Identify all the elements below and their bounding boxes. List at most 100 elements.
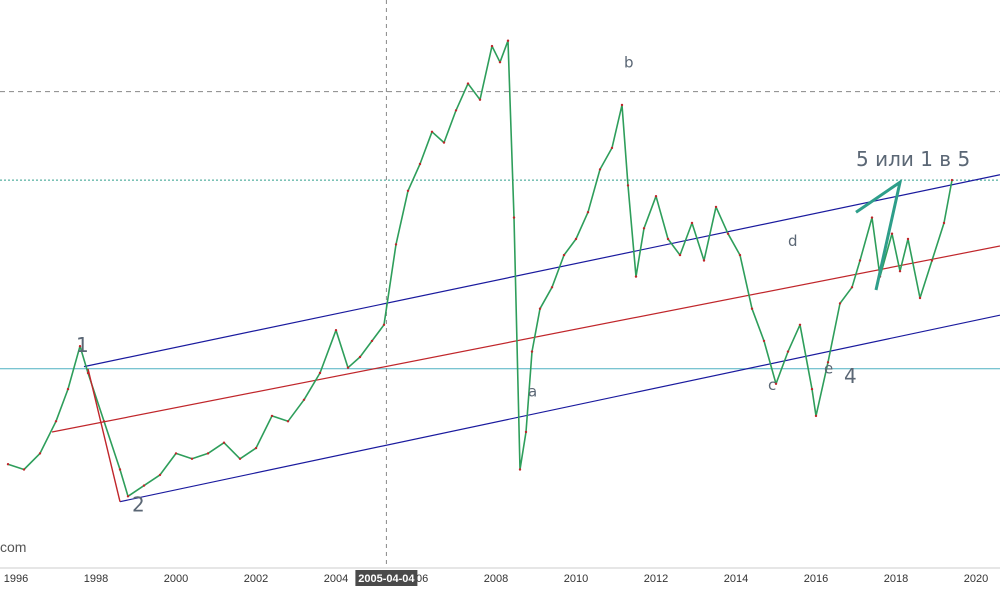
- wave-label-10: 5 или 1 в 5: [856, 147, 970, 171]
- price-point: [918, 296, 922, 300]
- price-point: [738, 253, 742, 257]
- wave-label-1: 1: [76, 333, 89, 357]
- price-point: [346, 366, 350, 369]
- x-tick-label: 2000: [164, 573, 188, 585]
- price-point: [562, 253, 566, 257]
- price-point: [286, 420, 290, 423]
- price-point: [530, 350, 534, 353]
- wave-label-7: d: [788, 232, 798, 250]
- price-point: [690, 221, 694, 225]
- x-tick-label: 2016: [804, 573, 828, 585]
- x-tick-label: 2002: [244, 573, 268, 585]
- price-point: [858, 259, 862, 262]
- price-point: [726, 232, 730, 235]
- price-point: [406, 189, 410, 192]
- price-point: [550, 286, 554, 289]
- price-point: [334, 329, 338, 332]
- price-point: [620, 103, 624, 107]
- price-point: [454, 109, 458, 112]
- price-point: [538, 307, 542, 310]
- price-point: [702, 259, 706, 262]
- price-point: [54, 420, 58, 423]
- price-point: [158, 473, 162, 477]
- price-point: [430, 130, 434, 133]
- price-point: [370, 339, 374, 343]
- horizontal-lines: [0, 91, 1000, 370]
- price-point: [222, 441, 226, 444]
- channel-line-3: [119, 314, 1000, 503]
- wave-label-4: a: [528, 383, 537, 401]
- x-tick-label: 2004: [324, 573, 348, 585]
- price-point: [798, 323, 802, 326]
- price-point: [826, 361, 830, 364]
- price-point: [930, 259, 934, 262]
- price-point: [814, 414, 818, 418]
- price-point: [870, 216, 874, 219]
- price-point: [654, 195, 658, 198]
- price-point: [642, 227, 646, 230]
- price-point: [626, 184, 630, 187]
- price-series: [6, 39, 954, 498]
- price-point: [906, 237, 910, 241]
- price-point: [950, 178, 954, 182]
- price-point: [382, 323, 386, 326]
- price-point: [810, 387, 814, 391]
- price-point: [302, 398, 306, 401]
- price-point: [38, 452, 42, 455]
- price-point: [610, 146, 614, 150]
- price-point: [574, 237, 578, 241]
- price-point: [490, 44, 494, 48]
- price-point: [586, 211, 590, 214]
- x-tick-label: 2012: [644, 573, 668, 585]
- watermark-text: com: [0, 539, 26, 555]
- price-point: [102, 420, 106, 423]
- price-point: [358, 355, 362, 359]
- price-point: [442, 141, 446, 144]
- price-point: [78, 345, 82, 348]
- price-point: [270, 414, 274, 418]
- price-point: [478, 98, 482, 101]
- price-point: [466, 82, 470, 85]
- price-point: [786, 350, 790, 353]
- price-point: [678, 253, 682, 257]
- channel-lines: [51, 174, 1000, 503]
- price-point: [6, 463, 10, 466]
- price-point: [634, 275, 638, 278]
- price-point: [762, 339, 766, 343]
- price-point: [890, 232, 894, 235]
- price-point: [750, 307, 754, 310]
- x-tick-label: 2014: [724, 573, 748, 585]
- price-point: [238, 457, 242, 460]
- price-point: [498, 61, 502, 64]
- wave-label-8: e: [824, 360, 833, 378]
- wave-label-9: 4: [844, 364, 857, 388]
- price-point: [418, 162, 422, 166]
- price-point: [506, 39, 510, 42]
- price-point: [394, 243, 398, 246]
- price-point: [142, 484, 146, 487]
- x-tick-label: 1996: [4, 573, 28, 585]
- price-point: [774, 382, 778, 385]
- wave-lines: [87, 178, 903, 502]
- x-tick-label: 2010: [564, 573, 588, 585]
- wave-label-6: c: [768, 376, 776, 394]
- price-point: [118, 468, 122, 471]
- price-point: [518, 468, 522, 471]
- price-point: [190, 457, 194, 460]
- x-tick-label: 1998: [84, 573, 108, 585]
- price-point: [22, 468, 26, 471]
- price-point: [174, 452, 178, 455]
- x-tick-label: 2008: [484, 573, 508, 585]
- price-point: [898, 270, 902, 273]
- wave-line-2: [855, 178, 903, 291]
- crosshair-date-label: 2005-04-04: [355, 570, 418, 586]
- crosshair-label-text: 2005-04-04: [358, 573, 415, 585]
- price-point: [206, 452, 210, 455]
- x-tick-label: 2018: [884, 573, 908, 585]
- wave-label-2: 2: [132, 492, 145, 516]
- wave-line-1: [87, 368, 121, 502]
- price-point: [524, 430, 528, 434]
- price-point: [666, 237, 670, 241]
